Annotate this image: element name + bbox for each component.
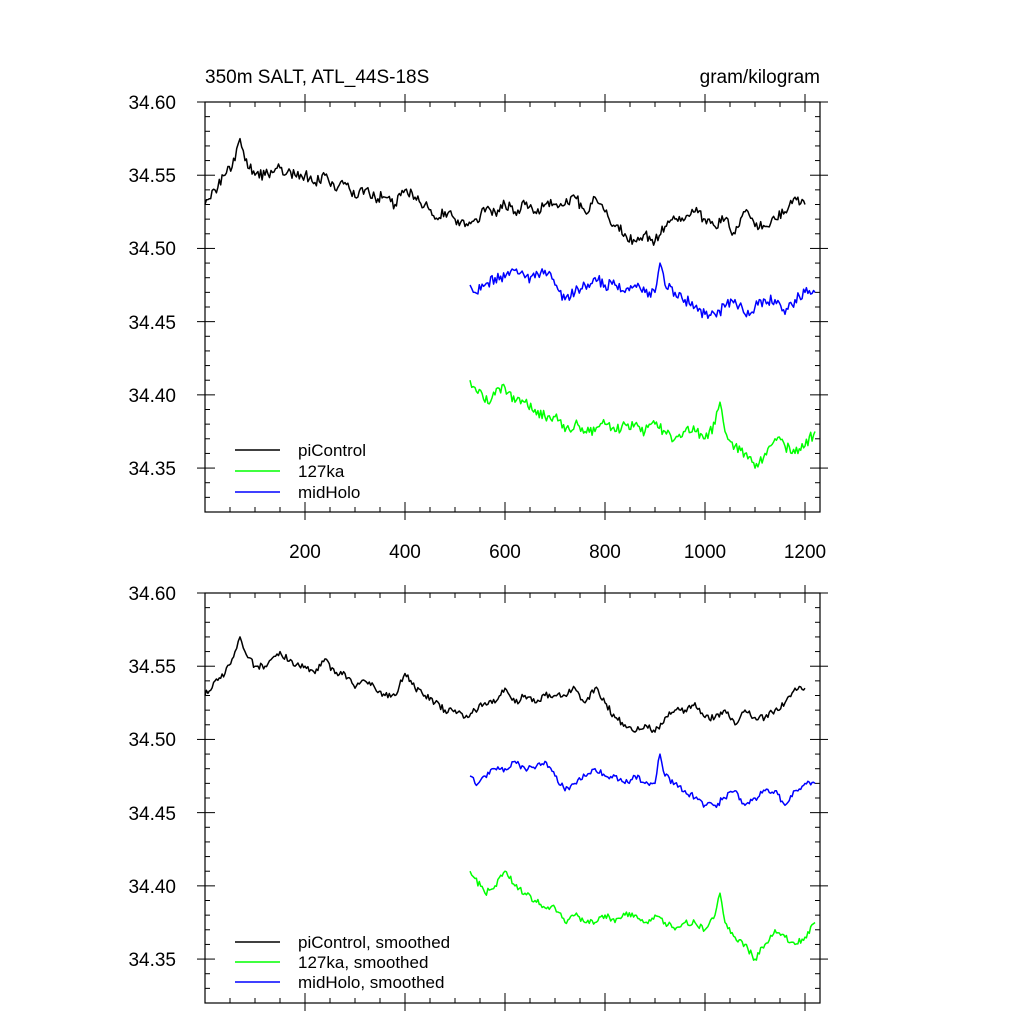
chart-title: 350m SALT, ATL_44S-18S xyxy=(205,67,429,88)
legend-label: midHolo, smoothed xyxy=(298,973,444,992)
y-tick-label: 34.60 xyxy=(128,584,176,605)
series-line-picontrol xyxy=(204,137,806,246)
legend: piControl, smoothed 127ka, smoothed midH… xyxy=(235,933,450,992)
series-line-127ka xyxy=(469,380,816,469)
x-tick-label: 600 xyxy=(489,542,521,563)
series-line-127ka-smoothed xyxy=(469,870,816,961)
y-tick-label: 34.40 xyxy=(128,386,176,407)
legend-label: piControl xyxy=(298,441,366,460)
chart-marks xyxy=(197,94,828,1011)
x-tick-label: 200 xyxy=(289,542,321,563)
y-tick-label: 34.35 xyxy=(128,950,176,971)
units-label: gram/kilogram xyxy=(700,67,820,88)
x-tick-label: 1000 xyxy=(684,542,726,563)
bottom-panel: 34.35 34.40 34.45 34.50 34.55 34.60 piCo… xyxy=(128,584,821,1004)
y-tick-label: 34.50 xyxy=(128,730,176,751)
y-tick-label: 34.45 xyxy=(128,313,176,334)
y-tick-label: 34.50 xyxy=(128,239,176,260)
y-tick-label: 34.60 xyxy=(128,93,176,114)
y-tick-label: 34.55 xyxy=(128,166,176,187)
y-tick-label: 34.35 xyxy=(128,459,176,480)
legend: piControl 127ka midHolo xyxy=(235,441,366,502)
legend-label: 127ka, smoothed xyxy=(298,953,428,972)
y-tick-label: 34.45 xyxy=(128,804,176,825)
legend-label: piControl, smoothed xyxy=(298,933,450,952)
y-tick-label: 34.55 xyxy=(128,657,176,678)
x-tick-label: 1200 xyxy=(784,542,826,563)
legend-label: 127ka xyxy=(298,462,345,481)
series-line-midholo xyxy=(469,262,816,320)
top-panel: 350m SALT, ATL_44S-18S gram/kilogram 200… xyxy=(128,67,826,563)
series-line-picontrol-smoothed xyxy=(204,636,806,733)
x-tick-label: 400 xyxy=(389,542,421,563)
legend-label: midHolo xyxy=(298,483,360,502)
series-line-midholo-smoothed xyxy=(469,753,816,809)
y-tick-label: 34.40 xyxy=(128,877,176,898)
x-tick-label: 800 xyxy=(589,542,621,563)
